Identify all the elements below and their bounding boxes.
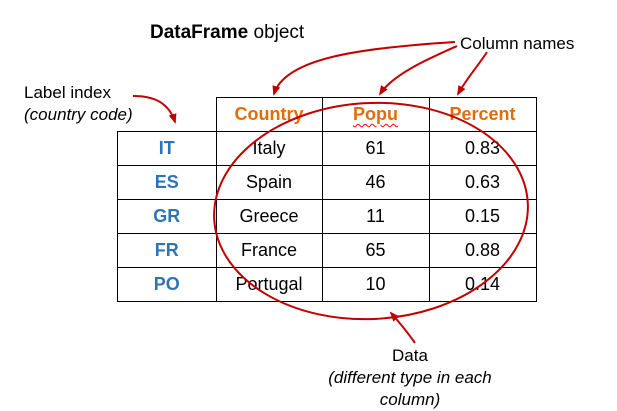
cell-country: France xyxy=(215,233,323,268)
data-annotation-text: Data xyxy=(392,346,428,365)
cell-country: Spain xyxy=(215,165,323,200)
cell-popu: 65 xyxy=(321,233,430,268)
cell-percent: 0.83 xyxy=(428,131,537,166)
column-header-country: Country xyxy=(215,97,323,132)
cell-country: Greece xyxy=(215,199,323,234)
row-index-label: FR xyxy=(117,233,217,268)
header-row: Country Popu Percent xyxy=(117,97,537,132)
row-index-label: ES xyxy=(117,165,217,200)
column-header-popu: Popu xyxy=(321,97,430,132)
label-index-annotation: Label index (country code) xyxy=(24,82,133,126)
cell-country: Portugal xyxy=(215,267,323,302)
table-row: PO Portugal 10 0.14 xyxy=(117,267,537,302)
label-index-text: Label index xyxy=(24,83,111,102)
cell-popu: 46 xyxy=(321,165,430,200)
label-index-subtext: (country code) xyxy=(24,105,133,124)
row-index-label: PO xyxy=(117,267,217,302)
cell-percent: 0.63 xyxy=(428,165,537,200)
diagram-title: DataFrame object xyxy=(150,22,304,44)
corner-cell xyxy=(117,97,217,132)
cell-popu: 11 xyxy=(321,199,430,234)
cell-percent: 0.14 xyxy=(428,267,537,302)
table-row: ES Spain 46 0.63 xyxy=(117,165,537,200)
cell-country: Italy xyxy=(215,131,323,166)
column-header-percent: Percent xyxy=(428,97,537,132)
title-bold: DataFrame xyxy=(150,22,249,43)
arrow-to-data xyxy=(389,311,416,344)
data-annotation-subtext: (different type in each column) xyxy=(328,368,492,409)
title-rest: object xyxy=(248,22,305,43)
column-header-popu-text: Popu xyxy=(353,104,398,124)
row-index-label: IT xyxy=(117,131,217,166)
table-row: IT Italy 61 0.83 xyxy=(117,131,537,166)
cell-popu: 10 xyxy=(321,267,430,302)
dataframe-table: Country Popu Percent IT Italy 61 0.83 ES… xyxy=(117,97,537,302)
table-row: FR France 65 0.88 xyxy=(117,233,537,268)
table-row: GR Greece 11 0.15 xyxy=(117,199,537,234)
arrow-to-percent-header xyxy=(457,51,488,96)
data-annotation: Data (different type in each column) xyxy=(300,345,520,411)
arrow-to-popu-header xyxy=(378,45,458,96)
cell-popu: 61 xyxy=(321,131,430,166)
column-names-annotation: Column names xyxy=(460,34,575,53)
cell-percent: 0.88 xyxy=(428,233,537,268)
row-index-label: GR xyxy=(117,199,217,234)
arrow-to-country-header xyxy=(272,41,456,96)
cell-percent: 0.15 xyxy=(428,199,537,234)
